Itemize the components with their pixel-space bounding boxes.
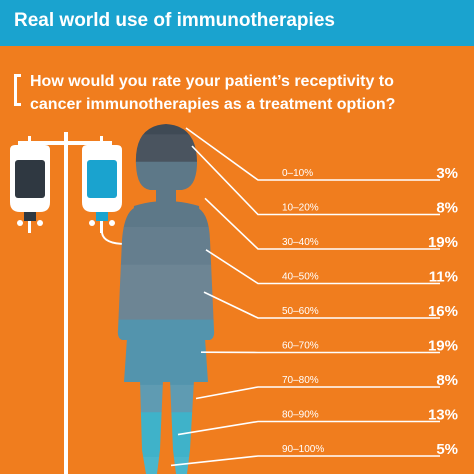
percentage-value: 8%	[436, 372, 458, 389]
percentage-value: 19%	[428, 338, 458, 355]
range-label: 10–20%	[282, 203, 319, 214]
percentage-value: 11%	[429, 269, 458, 286]
leader-line	[195, 386, 440, 400]
range-label: 50–60%	[282, 306, 319, 317]
iv-bag-dark-icon	[10, 145, 50, 233]
leader-line	[203, 291, 440, 319]
leader-line	[177, 420, 440, 436]
leader-line	[185, 127, 440, 181]
figure-band-shade	[117, 226, 215, 266]
figure-band	[117, 124, 215, 135]
percentage-value: 8%	[436, 200, 458, 217]
figure-band-shade	[117, 264, 215, 321]
figure-band-shade	[117, 384, 215, 413]
range-label: 70–80%	[282, 375, 319, 386]
chart-row: 40–50% 11%	[205, 249, 458, 286]
percentage-value: 19%	[428, 234, 458, 251]
chart-row: 10–20% 8%	[191, 145, 458, 217]
figure-band	[117, 456, 215, 474]
survey-question-line-1: How would you rate your patient’s recept…	[30, 73, 394, 90]
leader-line	[191, 145, 440, 216]
leader-line	[204, 197, 440, 250]
figure-band	[117, 319, 215, 386]
chart-row: 80–90% 13%	[177, 407, 458, 436]
range-label: 30–40%	[282, 237, 319, 248]
survey-question: How would you rate your patient’s recept…	[30, 70, 470, 116]
percentage-value: 5%	[436, 441, 458, 458]
figure-band	[117, 226, 215, 266]
chart-row: 60–70% 19%	[200, 338, 458, 355]
chart-rows: 0–10% 3% 10–20% 8% 30–40% 19% 40–50% 11% 50–60% 1…	[170, 127, 458, 467]
percentage-value: 3%	[436, 165, 458, 182]
percentage-value: 13%	[428, 407, 458, 424]
leader-line	[170, 455, 440, 467]
figure-band	[117, 264, 215, 321]
chart-row: 70–80% 8%	[195, 372, 458, 400]
range-label: 90–100%	[282, 444, 324, 455]
header-banner: Real world use of immunotherapies	[0, 0, 474, 46]
chart-row: 0–10% 3%	[185, 127, 458, 182]
page-title: Real world use of immunotherapies	[14, 10, 335, 31]
range-label: 40–50%	[282, 272, 319, 283]
chart-row: 50–60% 16%	[203, 291, 458, 320]
figure-band	[117, 384, 215, 413]
chart-row: 30–40% 19%	[204, 197, 458, 251]
survey-question-line-2: cancer immunotherapies as a treatment op…	[30, 96, 396, 113]
iv-drip-stand-icon	[18, 132, 112, 474]
chart-row: 90–100% 5%	[170, 441, 458, 467]
leader-line	[205, 249, 440, 285]
iv-bag-teal-icon	[82, 145, 127, 245]
range-label: 0–10%	[282, 168, 313, 179]
percentage-value: 16%	[428, 303, 458, 320]
question-bracket	[14, 74, 21, 106]
range-label: 60–70%	[282, 341, 319, 352]
range-label: 80–90%	[282, 410, 319, 421]
figure-band-shade	[117, 456, 215, 474]
figure-band	[117, 412, 215, 458]
